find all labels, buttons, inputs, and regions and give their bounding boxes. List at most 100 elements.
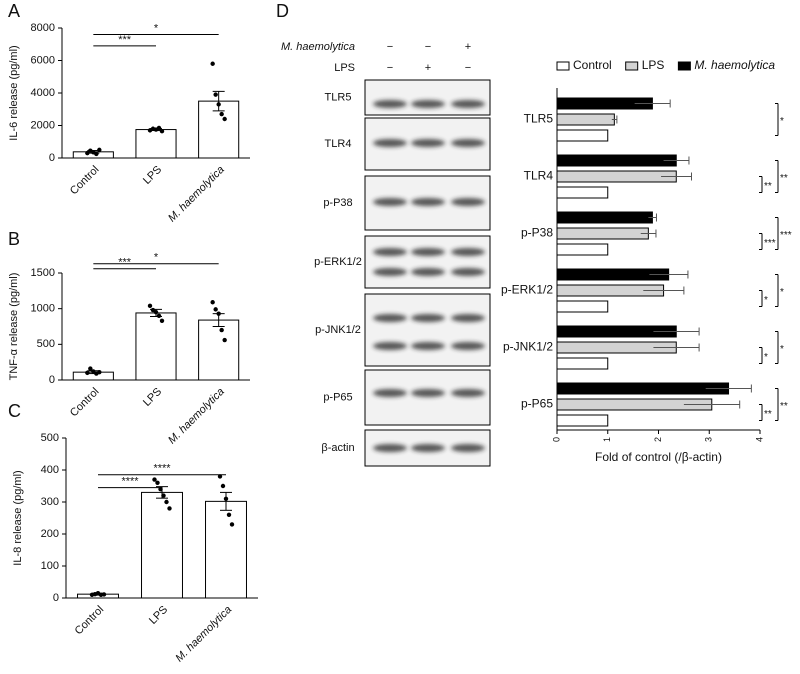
data-point bbox=[226, 512, 232, 517]
blot-band bbox=[373, 139, 407, 147]
data-point bbox=[97, 369, 102, 375]
y-tick-label: 300 bbox=[41, 496, 59, 508]
significance-label: * bbox=[764, 295, 768, 306]
y-tick-label: 0 bbox=[49, 374, 55, 386]
data-point bbox=[210, 61, 215, 66]
bar bbox=[556, 357, 609, 370]
blot-band bbox=[451, 248, 485, 256]
bar bbox=[205, 500, 247, 599]
y-axis-label: IL-6 release (pg/ml) bbox=[8, 45, 20, 140]
blot-frame bbox=[364, 369, 491, 426]
bar bbox=[556, 129, 609, 142]
category-label: TLR4 bbox=[524, 169, 554, 183]
y-tick-label: 1500 bbox=[31, 267, 55, 279]
data-point bbox=[155, 480, 160, 485]
blot-band bbox=[451, 268, 485, 276]
category-label: p-P38 bbox=[521, 226, 553, 240]
x-tick-label: M. haemolytica bbox=[166, 386, 227, 447]
data-point bbox=[213, 92, 218, 97]
bar bbox=[198, 319, 240, 381]
significance-label: * bbox=[764, 352, 768, 363]
bar bbox=[556, 211, 653, 224]
data-point bbox=[220, 483, 226, 489]
blot-band bbox=[373, 198, 407, 206]
bar bbox=[198, 100, 240, 159]
blot-band bbox=[411, 198, 445, 206]
treatment-sign: + bbox=[425, 62, 431, 74]
treatment-sign: − bbox=[387, 62, 393, 74]
treatment-sign: − bbox=[465, 62, 471, 74]
blot-band bbox=[411, 314, 445, 322]
blot-band bbox=[451, 342, 485, 350]
x-tick-label: M. haemolytica bbox=[166, 164, 227, 225]
legend-label: LPS bbox=[642, 58, 665, 72]
significance-label: *** bbox=[118, 34, 132, 46]
blot-band bbox=[411, 100, 445, 108]
data-point bbox=[152, 477, 157, 482]
bar bbox=[556, 243, 609, 256]
y-tick-label: 200 bbox=[41, 528, 59, 540]
x-tick-label: 3 bbox=[704, 437, 714, 442]
y-tick-label: 1000 bbox=[31, 303, 55, 315]
blot-band bbox=[373, 342, 407, 350]
blot-band bbox=[451, 198, 485, 206]
blot-frame bbox=[364, 79, 491, 116]
blot-band bbox=[451, 389, 485, 397]
blot-label: p-JNK1/2 bbox=[315, 324, 361, 336]
data-point bbox=[85, 150, 90, 156]
bar bbox=[556, 154, 677, 167]
bar bbox=[556, 414, 609, 427]
blot-label: p-P65 bbox=[323, 391, 352, 403]
blot-band bbox=[411, 248, 445, 256]
significance-label: ** bbox=[780, 401, 788, 412]
blot-band bbox=[411, 139, 445, 147]
blot-band bbox=[373, 444, 407, 452]
significance-label: **** bbox=[121, 476, 139, 488]
data-point bbox=[167, 506, 172, 511]
category-label: p-ERK1/2 bbox=[501, 283, 553, 297]
treatment-label: M. haemolytica bbox=[281, 41, 355, 53]
panel-label: D bbox=[276, 1, 289, 21]
blot-band bbox=[373, 389, 407, 397]
significance-label: * bbox=[154, 22, 159, 34]
y-tick-label: 0 bbox=[53, 592, 59, 604]
y-axis-label: TNF-α release (pg/ml) bbox=[8, 273, 20, 381]
x-tick-label: 0 bbox=[551, 437, 561, 442]
x-tick-label: LPS bbox=[141, 164, 164, 187]
significance-label: ** bbox=[764, 409, 772, 420]
x-tick-label: LPS bbox=[141, 386, 164, 409]
panel-label: A bbox=[8, 1, 20, 21]
blot-band bbox=[373, 314, 407, 322]
bar bbox=[556, 113, 615, 126]
significance-label: * bbox=[780, 116, 784, 127]
y-tick-label: 500 bbox=[41, 432, 59, 444]
bar bbox=[135, 129, 177, 159]
blot-label: TLR5 bbox=[325, 91, 352, 103]
treatment-label: LPS bbox=[334, 62, 355, 74]
x-tick-label: M. haemolytica bbox=[173, 604, 234, 665]
blot-band bbox=[373, 100, 407, 108]
panel-label: B bbox=[8, 229, 20, 249]
blot-band bbox=[451, 444, 485, 452]
significance-label: ** bbox=[780, 173, 788, 184]
significance-label: * bbox=[780, 344, 784, 355]
blot-label: p-ERK1/2 bbox=[314, 256, 362, 268]
blot-band bbox=[451, 100, 485, 108]
treatment-sign: − bbox=[387, 41, 393, 53]
category-label: p-JNK1/2 bbox=[503, 340, 553, 354]
treatment-sign: + bbox=[465, 41, 471, 53]
blot-band bbox=[411, 389, 445, 397]
significance-label: *** bbox=[118, 257, 132, 269]
y-tick-label: 400 bbox=[41, 464, 59, 476]
y-tick-label: 8000 bbox=[31, 22, 55, 34]
data-point bbox=[229, 522, 235, 527]
data-point bbox=[94, 151, 99, 157]
bar bbox=[556, 227, 649, 240]
data-point bbox=[101, 592, 107, 597]
bar bbox=[556, 186, 609, 199]
data-point bbox=[219, 327, 224, 333]
x-tick-label: Control bbox=[73, 604, 107, 638]
data-point bbox=[153, 310, 159, 315]
significance-label: *** bbox=[780, 230, 792, 241]
significance-label: *** bbox=[764, 238, 776, 249]
